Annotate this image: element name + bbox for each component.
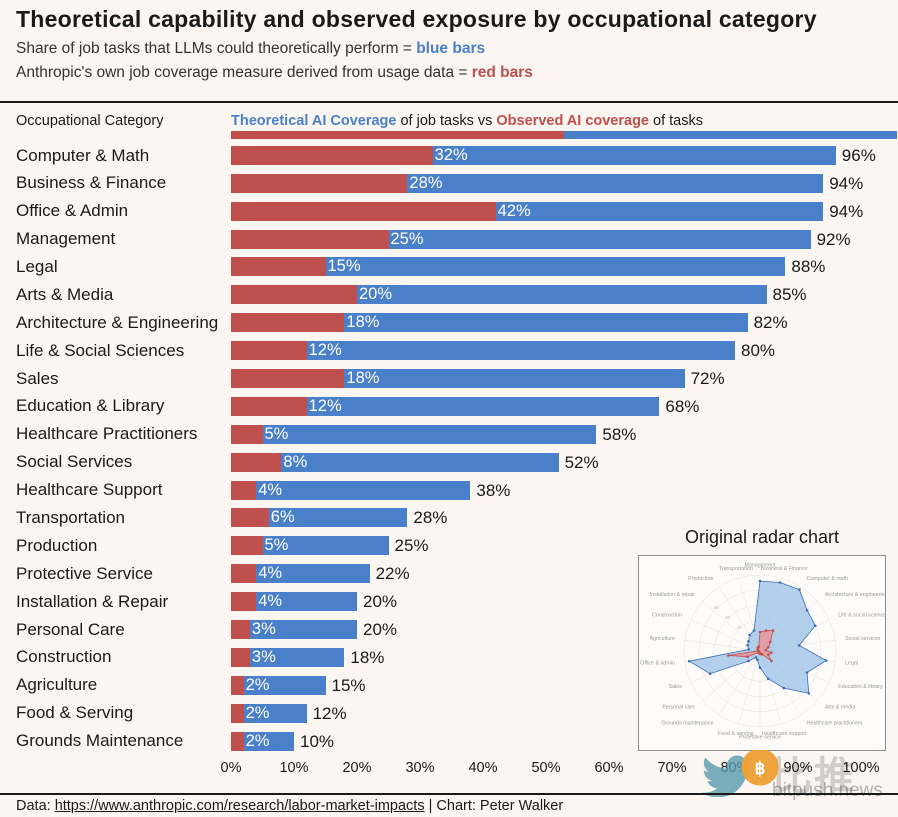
svg-text:Business & Finance: Business & Finance: [761, 566, 808, 572]
svg-text:Life & social sciences: Life & social sciences: [838, 613, 885, 619]
svg-text:Healthcare practitioners: Healthcare practitioners: [807, 721, 863, 727]
svg-text:Installation & repair: Installation & repair: [650, 592, 696, 598]
svg-text:Grounds maintenance: Grounds maintenance: [661, 721, 713, 727]
svg-text:20: 20: [737, 625, 742, 630]
svg-text:Computer & math: Computer & math: [807, 576, 849, 582]
svg-text:Social services: Social services: [845, 636, 881, 642]
svg-text:30: 30: [725, 615, 730, 620]
svg-text:Office & admin: Office & admin: [640, 661, 675, 667]
svg-text:Sales: Sales: [669, 684, 683, 690]
svg-text:Transportation: Transportation: [719, 566, 753, 572]
svg-text:Architecture & engineering: Architecture & engineering: [825, 592, 885, 598]
svg-text:Construction: Construction: [652, 613, 682, 619]
svg-text:40: 40: [714, 605, 719, 610]
svg-text:Legal: Legal: [845, 661, 858, 667]
svg-text:Food & serving: Food & serving: [718, 731, 754, 737]
svg-text:Arts & media: Arts & media: [825, 705, 855, 711]
svg-text:Production: Production: [688, 576, 713, 582]
svg-text:10: 10: [748, 635, 753, 640]
svg-text:Education & library: Education & library: [838, 684, 883, 690]
svg-text:฿: ฿: [755, 759, 766, 778]
svg-text:Agriculture: Agriculture: [650, 636, 675, 642]
svg-text:Personal care: Personal care: [662, 705, 695, 711]
